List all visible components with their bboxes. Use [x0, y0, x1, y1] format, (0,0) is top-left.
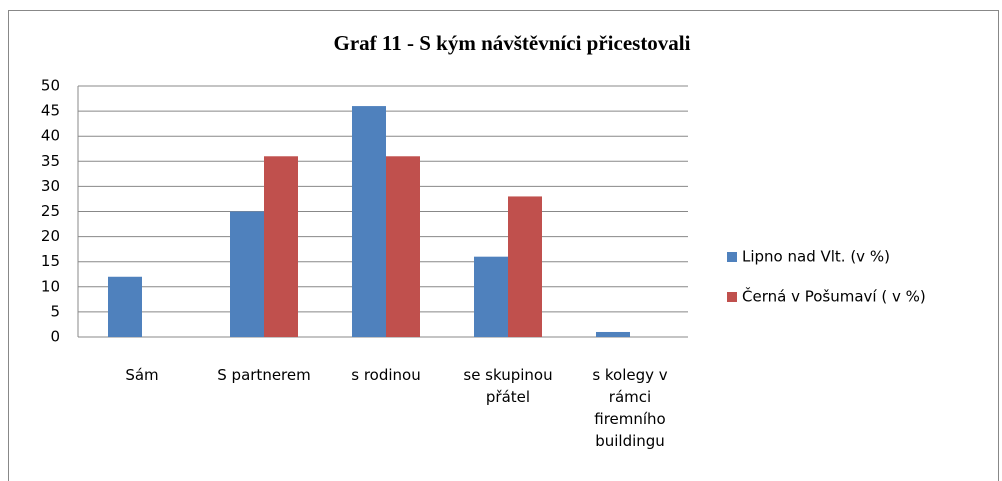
y-tick-label: 40 [41, 127, 60, 145]
x-tick-label: s kolegy v rámci firemního buildingu [592, 366, 668, 450]
y-tick-label: 20 [41, 227, 60, 245]
x-tick-label: S partnerem [217, 366, 311, 384]
bar [352, 106, 386, 337]
legend-label: Černá v Pošumaví ( v %) [742, 287, 926, 306]
legend-label: Lipno nad Vlt. (v %) [742, 248, 890, 266]
bar [508, 196, 542, 337]
y-tick-label: 25 [41, 202, 60, 220]
x-tick-label: se skupinou přátel [463, 366, 553, 406]
y-tick-label: 35 [41, 152, 60, 170]
bar [386, 156, 420, 337]
y-tick-label: 5 [50, 302, 60, 320]
x-tick-label: Sám [125, 366, 159, 384]
chart-title: Graf 11 - S kým návštěvníci přicestovali [334, 31, 691, 55]
bar [264, 156, 298, 337]
y-tick-label: 45 [41, 102, 60, 120]
y-tick-label: 50 [41, 77, 60, 95]
y-tick-label: 30 [41, 177, 60, 195]
legend-swatch [727, 252, 737, 262]
bar [108, 276, 142, 337]
x-tick-label: s rodinou [351, 366, 421, 384]
y-tick-label: 0 [50, 328, 60, 346]
y-tick-label: 10 [41, 277, 60, 295]
legend-swatch [727, 292, 737, 302]
bar [596, 331, 630, 337]
chart-border [8, 10, 999, 481]
y-tick-label: 15 [41, 252, 60, 270]
bar [230, 211, 264, 337]
bar [474, 256, 508, 337]
